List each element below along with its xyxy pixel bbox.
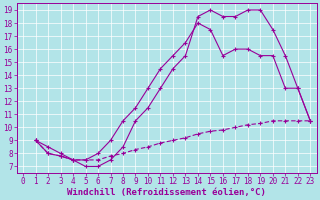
X-axis label: Windchill (Refroidissement éolien,°C): Windchill (Refroidissement éolien,°C) bbox=[67, 188, 266, 197]
